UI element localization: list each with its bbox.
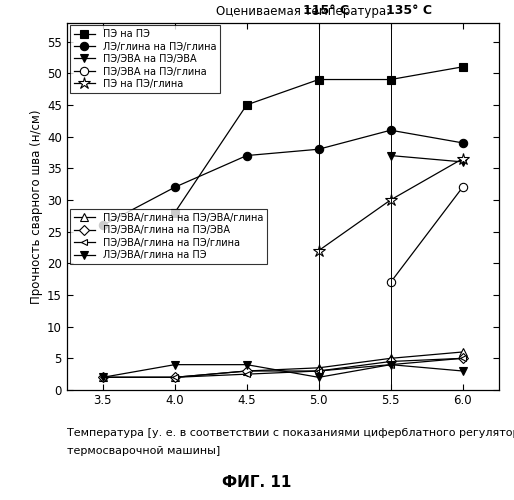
Text: 115° C: 115° C <box>303 4 350 18</box>
Y-axis label: Прочность сварного шва (н/см): Прочность сварного шва (н/см) <box>30 109 43 304</box>
Text: ФИГ. 11: ФИГ. 11 <box>223 475 291 490</box>
Text: термосварочной машины]: термосварочной машины] <box>67 446 220 456</box>
Text: Температура [у. е. в соответствии с показаниями циферблатного регулятора: Температура [у. е. в соответствии с пока… <box>67 428 514 438</box>
Legend: ПЭ/ЭВА/глина на ПЭ/ЭВА/глина, ПЭ/ЭВА/глина на ПЭ/ЭВА, ПЭ/ЭВА/глина на ПЭ/глина, : ПЭ/ЭВА/глина на ПЭ/ЭВА/глина, ПЭ/ЭВА/гли… <box>70 209 267 264</box>
Text: Оцениваемая температура:: Оцениваемая температура: <box>216 4 390 18</box>
Text: 135° C: 135° C <box>386 4 432 18</box>
